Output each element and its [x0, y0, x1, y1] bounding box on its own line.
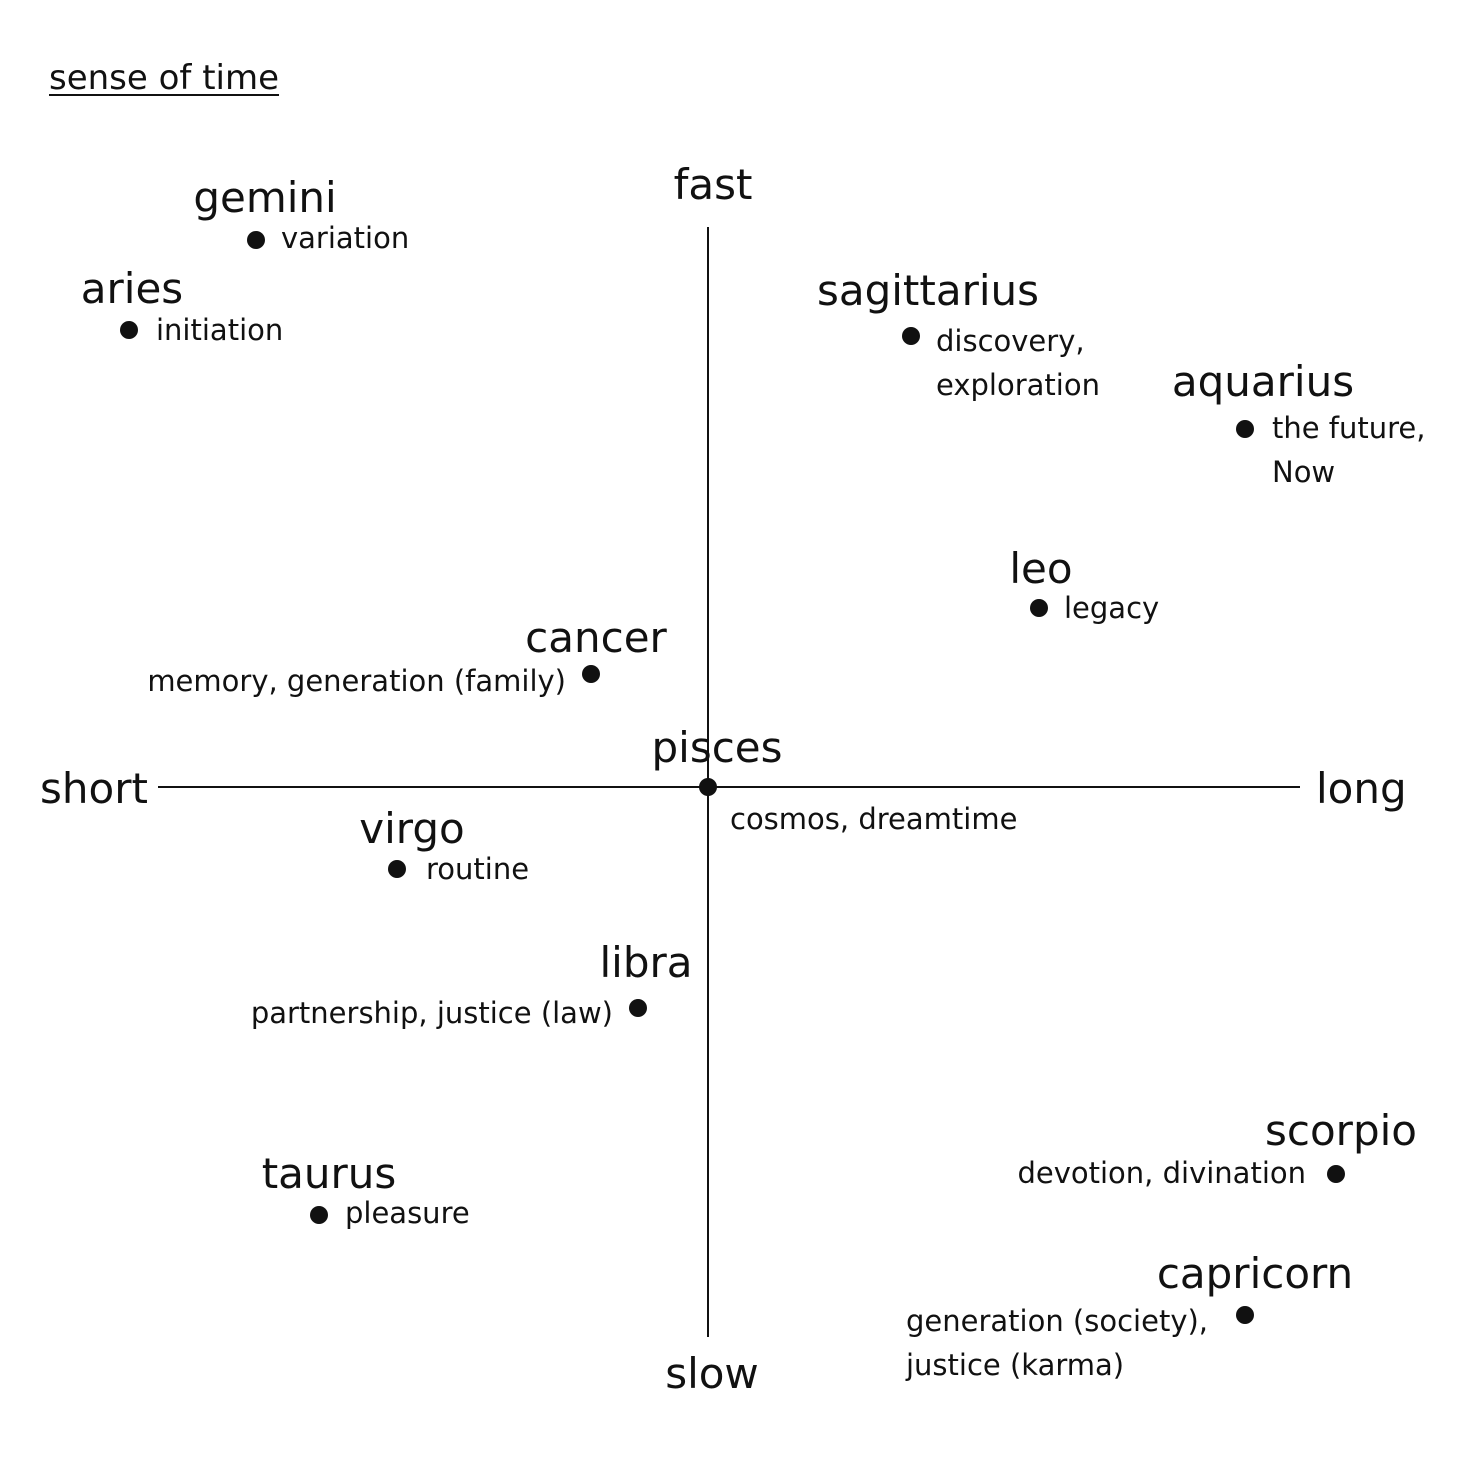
sign-keyword-libra: partnership, justice (law): [251, 996, 613, 1030]
sign-marker-aries: [120, 321, 138, 339]
sign-marker-gemini: [247, 231, 265, 249]
sign-marker-pisces: [699, 778, 717, 796]
sign-marker-virgo: [388, 860, 406, 878]
sign-keyword-leo: legacy: [1064, 591, 1159, 625]
sign-name-pisces: pisces: [651, 723, 782, 772]
sign-name-aries: aries: [81, 264, 183, 313]
sign-keyword-pisces: cosmos, dreamtime: [730, 802, 1017, 836]
sign-keyword-aquarius: the future,: [1272, 411, 1426, 445]
sign-name-scorpio: scorpio: [1265, 1106, 1417, 1155]
axis-label-short: short: [40, 764, 148, 813]
sign-name-gemini: gemini: [193, 173, 336, 222]
sign-marker-aquarius: [1236, 420, 1254, 438]
sign-name-libra: libra: [599, 938, 692, 987]
sign-sagittarius: sagittarius discovery, exploration: [817, 266, 1100, 402]
sign-name-aquarius: aquarius: [1172, 357, 1354, 406]
sign-marker-leo: [1030, 599, 1048, 617]
sign-keyword-scorpio: devotion, divination: [1017, 1156, 1306, 1190]
sign-name-cancer: cancer: [525, 613, 667, 662]
sign-keyword-capricorn: justice (karma): [905, 1348, 1124, 1382]
sign-keyword-capricorn: generation (society),: [906, 1304, 1208, 1338]
sign-capricorn: capricorn generation (society), justice (k…: [905, 1249, 1353, 1382]
sign-pisces: pisces cosmos, dreamtime: [651, 723, 1017, 836]
sign-name-taurus: taurus: [262, 1149, 397, 1198]
sign-name-leo: leo: [1009, 544, 1072, 593]
sign-keyword-virgo: routine: [426, 852, 529, 886]
diagram-title: sense of time: [49, 58, 280, 98]
signs-layer: geminivariationariesinitiationsagittariu…: [81, 173, 1426, 1382]
sign-keyword-gemini: variation: [281, 221, 409, 255]
sign-keyword-sagittarius: discovery,: [936, 324, 1085, 358]
sign-marker-scorpio: [1327, 1165, 1345, 1183]
sign-marker-cancer: [582, 665, 600, 683]
sign-keyword-aquarius: Now: [1272, 455, 1335, 489]
axis-label-long: long: [1316, 764, 1407, 813]
sign-keyword-aries: initiation: [156, 313, 283, 347]
sign-aquarius: aquarius the future, Now: [1172, 357, 1426, 489]
axis-label-fast: fast: [674, 160, 753, 209]
sign-keyword-cancer: memory, generation (family): [147, 664, 566, 698]
sign-name-sagittarius: sagittarius: [817, 266, 1039, 315]
sign-name-virgo: virgo: [359, 804, 464, 853]
sign-libra: libra partnership, justice (law): [251, 938, 693, 1030]
sign-marker-taurus: [310, 1206, 328, 1224]
sign-keyword-sagittarius: exploration: [936, 368, 1100, 402]
sign-marker-capricorn: [1236, 1306, 1254, 1324]
axis-label-slow: slow: [665, 1349, 759, 1398]
sign-marker-sagittarius: [902, 327, 920, 345]
sign-name-capricorn: capricorn: [1157, 1249, 1353, 1298]
sign-marker-libra: [629, 999, 647, 1017]
sign-keyword-taurus: pleasure: [345, 1196, 470, 1230]
